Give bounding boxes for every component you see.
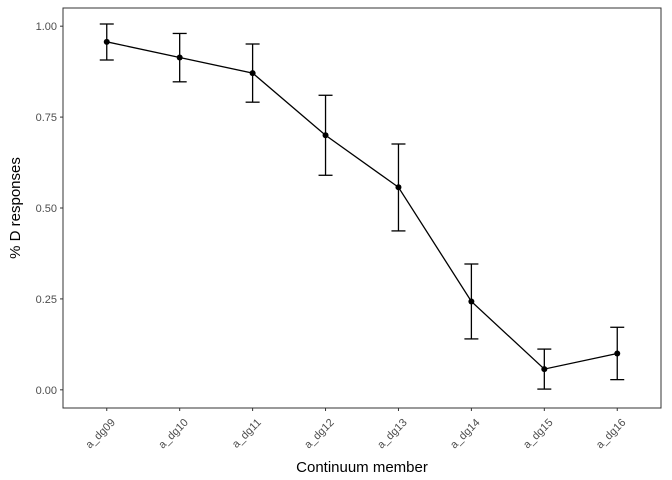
data-point [322, 132, 329, 139]
data-point [468, 298, 475, 305]
plot-area [99, 23, 625, 390]
y-axis: 0.00 0.25 0.50 0.75 1.00 [36, 21, 63, 397]
data-point [249, 70, 256, 77]
y-tick-label: 0.00 [36, 385, 57, 397]
data-point [103, 38, 110, 45]
y-tick-label: 1.00 [36, 21, 57, 33]
data-point [176, 54, 183, 61]
data-point [541, 366, 548, 373]
series-line [106, 41, 618, 370]
y-tick-label: 0.50 [36, 203, 57, 215]
panel-border [62, 7, 662, 409]
y-tick-label: 0.25 [36, 294, 57, 306]
y-axis-title: % D responses [7, 157, 24, 259]
y-tick-label: 0.75 [36, 112, 57, 124]
data-point [395, 184, 402, 191]
data-point [614, 350, 621, 357]
x-axis-title: Continuum member [296, 459, 428, 476]
